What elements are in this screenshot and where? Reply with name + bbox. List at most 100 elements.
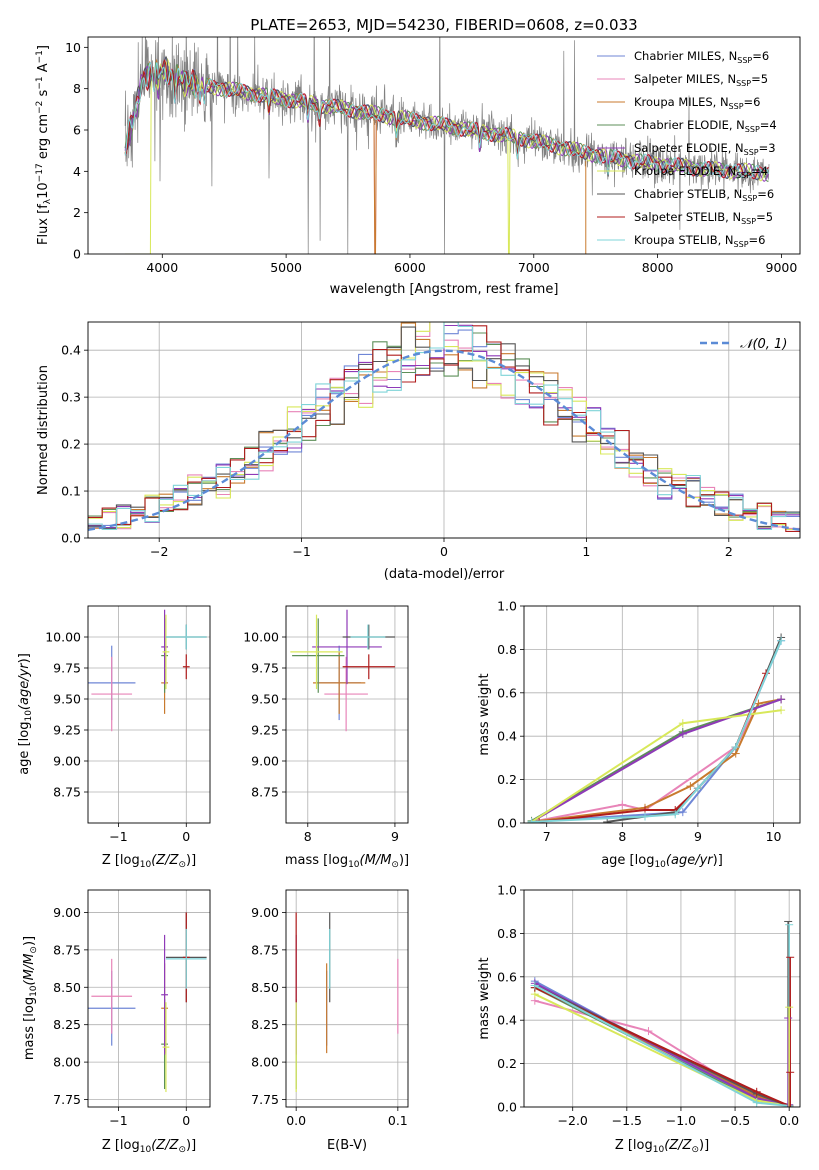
- legend-entry: Chabrier ELODIE, NSSP=4: [634, 118, 777, 134]
- y-tick-label: 0.2: [497, 1056, 517, 1071]
- legend-sub: SSP: [729, 102, 744, 111]
- y-tick-label: 9.00: [251, 905, 279, 920]
- plot-area: [124, 37, 770, 254]
- x-tick-label: 7000: [518, 260, 550, 275]
- y-axis-label-part: A: [36, 63, 51, 76]
- x-tick-label: 8: [304, 829, 312, 844]
- axis-label-close: )]: [699, 1138, 709, 1153]
- y-tick-label: 8.25: [251, 1017, 279, 1032]
- axes-frame: [285, 889, 409, 1108]
- x-tick-label: 6000: [394, 260, 426, 275]
- x-tick-label: 0.0: [779, 1113, 799, 1128]
- plot-area: [530, 920, 795, 1107]
- x-tick-label: 0: [440, 544, 448, 559]
- legend-sub: SSP: [742, 194, 757, 203]
- axis-label-sub: ⊙: [29, 946, 39, 954]
- y-axis-label-sup: −1: [35, 76, 45, 89]
- axis-label: age [log10(age/yr)]: [17, 653, 34, 775]
- axis-label: Z [log10(Z/Z⊙)]: [102, 853, 196, 870]
- axis-label: mass [log10(M/M⊙)]: [285, 853, 409, 870]
- y-tick-label: 10.00: [243, 630, 279, 645]
- y-tick-label: 9.50: [251, 692, 279, 707]
- y-tick-label: 9.00: [53, 905, 81, 920]
- y-tick-label: 7.75: [53, 1092, 81, 1107]
- x-tick-label: 8000: [642, 260, 674, 275]
- plot-area: [88, 912, 207, 1093]
- spectrum-panel: 4000 5000 6000 7000 8000 9000 0 2 4 6 8 10 wavelengt…: [35, 36, 801, 297]
- axis-label-sub: 10: [140, 860, 152, 870]
- legend-entry: Salpeter STELIB, NSSP=5: [634, 210, 773, 226]
- x-tick-label: 9000: [766, 260, 798, 275]
- y-tick-label: 6: [73, 123, 81, 138]
- age-mass-panel: 8 9 8.75 9.00 9.25 9.50 9.75 10.00 mass [log10(M…: [243, 605, 409, 870]
- y-tick-label: 0.6: [497, 685, 517, 700]
- y-axis-label: Flux [fλ10−17 erg cm−2 s−1 A−1]: [35, 45, 53, 245]
- legend-tail: =6: [749, 233, 766, 247]
- axis-label-close: )]: [713, 853, 723, 868]
- legend-tail: =4: [751, 164, 768, 178]
- y-tick-label: 1.0: [497, 883, 517, 898]
- axis-label-close: )]: [17, 653, 32, 663]
- axes-frame: [87, 605, 211, 824]
- y-tick-label: 0.2: [497, 772, 517, 787]
- axes-frame: [523, 889, 801, 1108]
- weight-line-salpeter_elodie: [531, 698, 782, 823]
- legend-sub: SSP: [741, 217, 756, 226]
- y-axis-label-sup: −1: [35, 50, 45, 63]
- x-axis-label: wavelength [Angstrom, rest frame]: [330, 282, 559, 297]
- y-tick-label: 0.8: [497, 926, 517, 941]
- x-tick-label: 4000: [146, 260, 178, 275]
- x-tick-label: 0.1: [388, 1113, 408, 1128]
- legend-entry: Chabrier STELIB, NSSP=6: [634, 187, 774, 203]
- mass-weight-metallicity-panel: −2.0 −1.5 −1.0 −0.5 0.0 0.0 0.2 0.4 0.6 0.8 1.0 mas…: [477, 883, 801, 1155]
- axis-label-var: (age/yr: [666, 853, 714, 868]
- legend-tail: =3: [759, 141, 776, 155]
- legend-sub: SSP: [745, 125, 760, 134]
- y-axis-label-part: 10: [36, 182, 51, 199]
- axis-label-sub: 10: [140, 1145, 152, 1155]
- y-tick-label: 0.3: [61, 390, 81, 405]
- plot-area: [295, 912, 399, 1093]
- legend-tail: =5: [756, 210, 773, 224]
- y-tick-label: 9.75: [53, 661, 81, 676]
- y-tick-label: 8.00: [53, 1055, 81, 1070]
- x-tick-label: 0: [182, 829, 190, 844]
- y-axis-label: Normed distribution: [36, 365, 51, 495]
- y-tick-label: 8.75: [53, 942, 81, 957]
- plot-area: [88, 609, 207, 732]
- axis-label: mass [log10(M/M⊙)]: [22, 936, 39, 1060]
- legend-sub: SSP: [744, 148, 759, 157]
- axis-label-sub: 10: [24, 710, 34, 722]
- y-axis-label-sup: −2: [35, 101, 45, 114]
- y-tick-label: 8.75: [53, 785, 81, 800]
- y-tick-label: 8.00: [251, 1055, 279, 1070]
- histogram-step-kroupa_stelib: [88, 322, 800, 530]
- y-tick-label: 0.0: [497, 1100, 517, 1115]
- axis-label-sub: ⊙: [178, 1145, 186, 1155]
- y-tick-label: 0.4: [497, 1013, 517, 1028]
- y-tick-label: 0.0: [61, 531, 81, 546]
- axis-label-close: )]: [399, 853, 409, 868]
- axis-label-var: (M/M: [22, 954, 37, 986]
- figure-title: PLATE=2653, MJD=54230, FIBERID=0608, z=0…: [250, 16, 637, 34]
- y-tick-label: 9.25: [53, 723, 81, 738]
- weight-line-kroupa_miles: [531, 698, 782, 823]
- legend-tail: =5: [751, 72, 768, 86]
- y-axis-label-part: erg cm: [36, 114, 51, 163]
- x-tick-label: −1: [109, 1113, 127, 1128]
- y-tick-label: 8.75: [251, 942, 279, 957]
- y-axis-label-sub: λ: [43, 198, 53, 204]
- x-tick-label: 9: [694, 829, 702, 844]
- y-tick-label: 8.25: [53, 1017, 81, 1032]
- axes-frame: [87, 889, 211, 1108]
- y-tick-label: 0.6: [497, 969, 517, 984]
- legend-entry: Salpeter ELODIE, NSSP=3: [634, 141, 776, 157]
- x-tick-label: 8: [618, 829, 626, 844]
- y-axis-label: mass weight: [477, 673, 492, 755]
- x-tick-label: 5000: [270, 260, 302, 275]
- x-tick-label: −1: [292, 544, 310, 559]
- x-tick-label: 7: [543, 829, 551, 844]
- y-axis-label: mass weight: [477, 957, 492, 1039]
- x-tick-label: −1: [109, 829, 127, 844]
